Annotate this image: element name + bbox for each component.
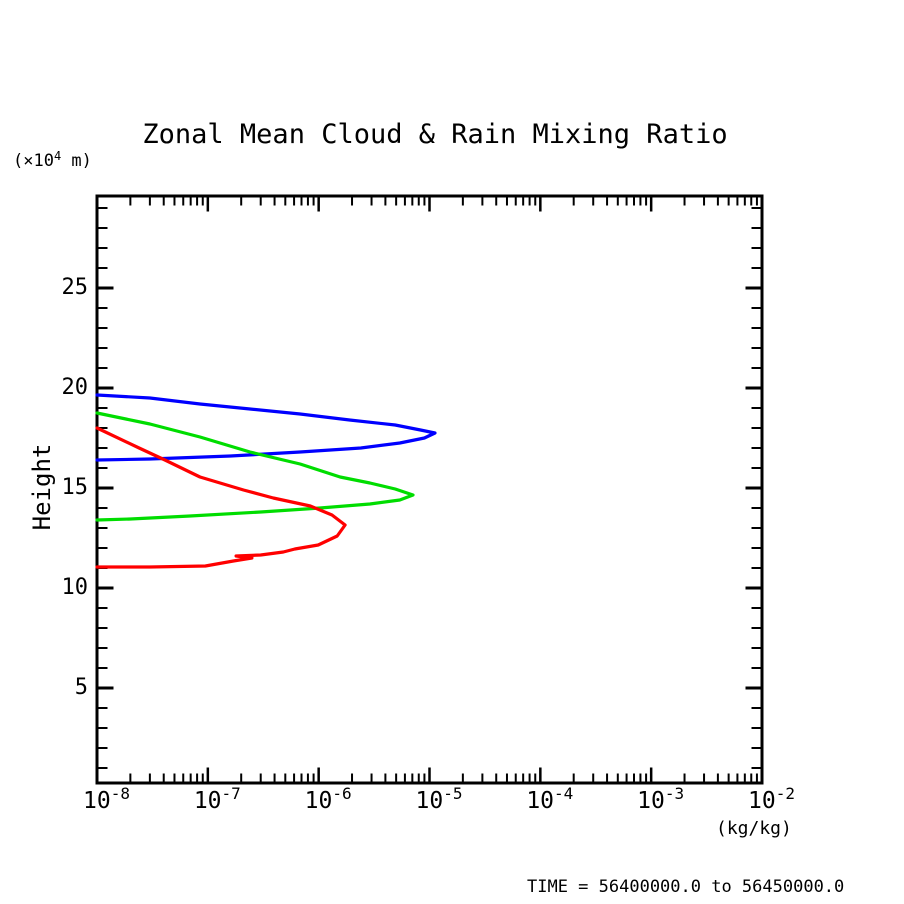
x-tick-base: 10: [304, 788, 333, 814]
y-unit-post: m): [61, 151, 92, 171]
x-tick-label: 10-5: [415, 784, 463, 816]
curve-green: [95, 411, 415, 522]
x-tick-exponent: -3: [664, 784, 685, 803]
y-unit-exponent: 4: [53, 149, 62, 163]
x-tick-exponent: -4: [554, 784, 574, 803]
x-axis-unit-label: (kg/kg): [716, 818, 792, 839]
x-tick-base: 10: [193, 788, 222, 814]
x-tick-exponent: -7: [221, 784, 241, 803]
page-title: Zonal Mean Cloud & Rain Mixing Ratio: [142, 119, 728, 150]
y-unit-pre: (×10: [13, 151, 54, 171]
x-tick-exponent: -8: [110, 784, 130, 803]
y-axis-unit-label: (×104 m): [13, 149, 92, 171]
y-tick-label: 20: [61, 375, 89, 400]
x-tick-base: 10: [637, 788, 665, 814]
x-tick-label: 10-8: [83, 784, 130, 816]
x-tick-label: 10-7: [193, 784, 241, 816]
curve-blue: [95, 393, 437, 462]
x-tick-base: 10: [526, 788, 555, 814]
x-tick-label: 10-3: [637, 784, 684, 816]
x-tick-exponent: -5: [443, 784, 463, 803]
x-tick-exponent: -6: [332, 784, 352, 803]
axis-box: [95, 194, 764, 785]
x-tick-label: 10-2: [748, 784, 795, 816]
y-tick-label: 15: [61, 475, 89, 500]
y-tick-label: 25: [61, 275, 89, 300]
y-tick-label: 5: [74, 675, 88, 700]
x-tick-label: 10-6: [304, 784, 352, 816]
x-tick-exponent: -2: [775, 784, 795, 803]
x-tick-base: 10: [748, 788, 776, 814]
x-tick-base: 10: [83, 788, 111, 814]
x-tick-base: 10: [415, 788, 444, 814]
x-tick-label: 10-4: [526, 784, 573, 816]
y-tick-label: 10: [61, 575, 89, 600]
time-annotation: TIME = 56400000.0 to 56450000.0: [527, 877, 845, 897]
curve-red: [95, 426, 347, 569]
